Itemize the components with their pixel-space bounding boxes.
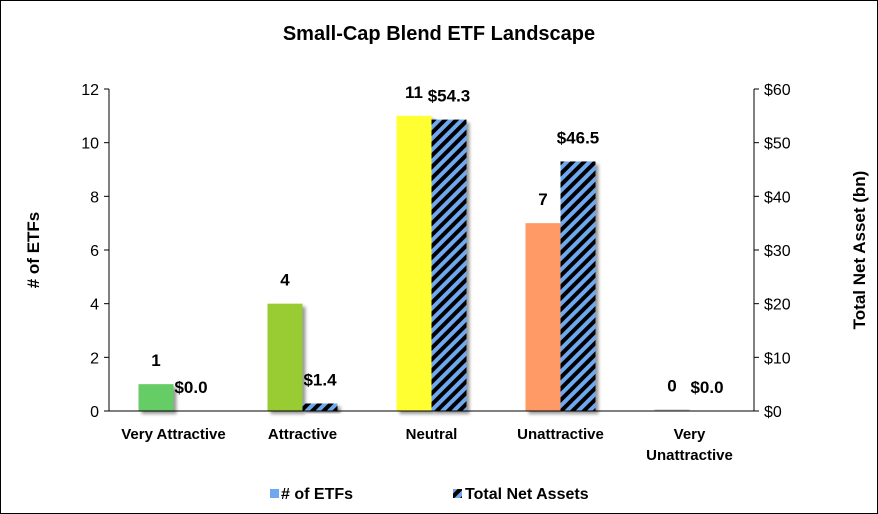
right-tick-label: $20 [764,297,791,314]
chart-title: Small-Cap Blend ETF Landscape [283,23,595,45]
left-tick-label: 6 [90,243,99,260]
left-tick-label: 10 [81,136,99,153]
right-tick-label: $10 [764,350,791,367]
left-tick-label: 4 [90,297,99,314]
bar-etf-count [396,115,432,411]
data-label-etf-count: 4 [280,271,290,290]
bar-net-assets [431,119,467,411]
legend-swatch-etf-count [270,489,279,498]
legend-swatch-net-assets [453,489,462,498]
category-label: Attractive [268,426,337,443]
right-tick-label: $40 [764,189,791,206]
legend-label-etf-count: # of ETFs [281,486,353,503]
left-tick-label: 8 [90,189,99,206]
bar-net-assets [560,161,596,411]
data-label-etf-count: 0 [667,377,676,396]
bar-etf-count [654,409,690,411]
left-tick-label: 12 [81,82,99,99]
legend: # of ETFs Total Net Assets [270,486,589,503]
data-label-net-assets: $0.0 [690,378,723,397]
category-label: Very Attractive [121,426,226,443]
bar-etf-count [525,223,561,411]
right-tick-label: $0 [764,404,782,421]
data-label-etf-count: 1 [151,351,160,370]
chart-marks: Very Attractive 1 $0.0 Attractive 4 $1.4 Neutr… [121,83,733,464]
data-label-etf-count: 11 [405,83,423,102]
data-label-etf-count: 7 [538,190,547,209]
right-tick-label: $60 [764,82,791,99]
right-tick-label: $30 [764,243,791,260]
legend-label-net-assets: Total Net Assets [465,486,589,503]
data-label-net-assets: $54.3 [428,87,471,106]
data-label-net-assets: $0.0 [174,378,207,397]
data-label-net-assets: $1.4 [303,370,337,389]
bar-etf-count [267,303,303,411]
right-tick-label: $50 [764,136,791,153]
right-axis-title: Total Net Asset (bn) [850,171,869,330]
bar-net-assets [302,403,338,411]
left-tick-label: 2 [90,350,99,367]
category-label: Unattractive [517,426,604,443]
category-label: Unattractive [646,447,733,464]
category-label: Neutral [406,426,458,443]
left-tick-label: 0 [90,404,99,421]
category-label: Very [674,426,706,443]
left-axis-title: # of ETFs [24,212,43,289]
bar-etf-count [138,384,174,411]
data-label-net-assets: $46.5 [557,128,600,147]
